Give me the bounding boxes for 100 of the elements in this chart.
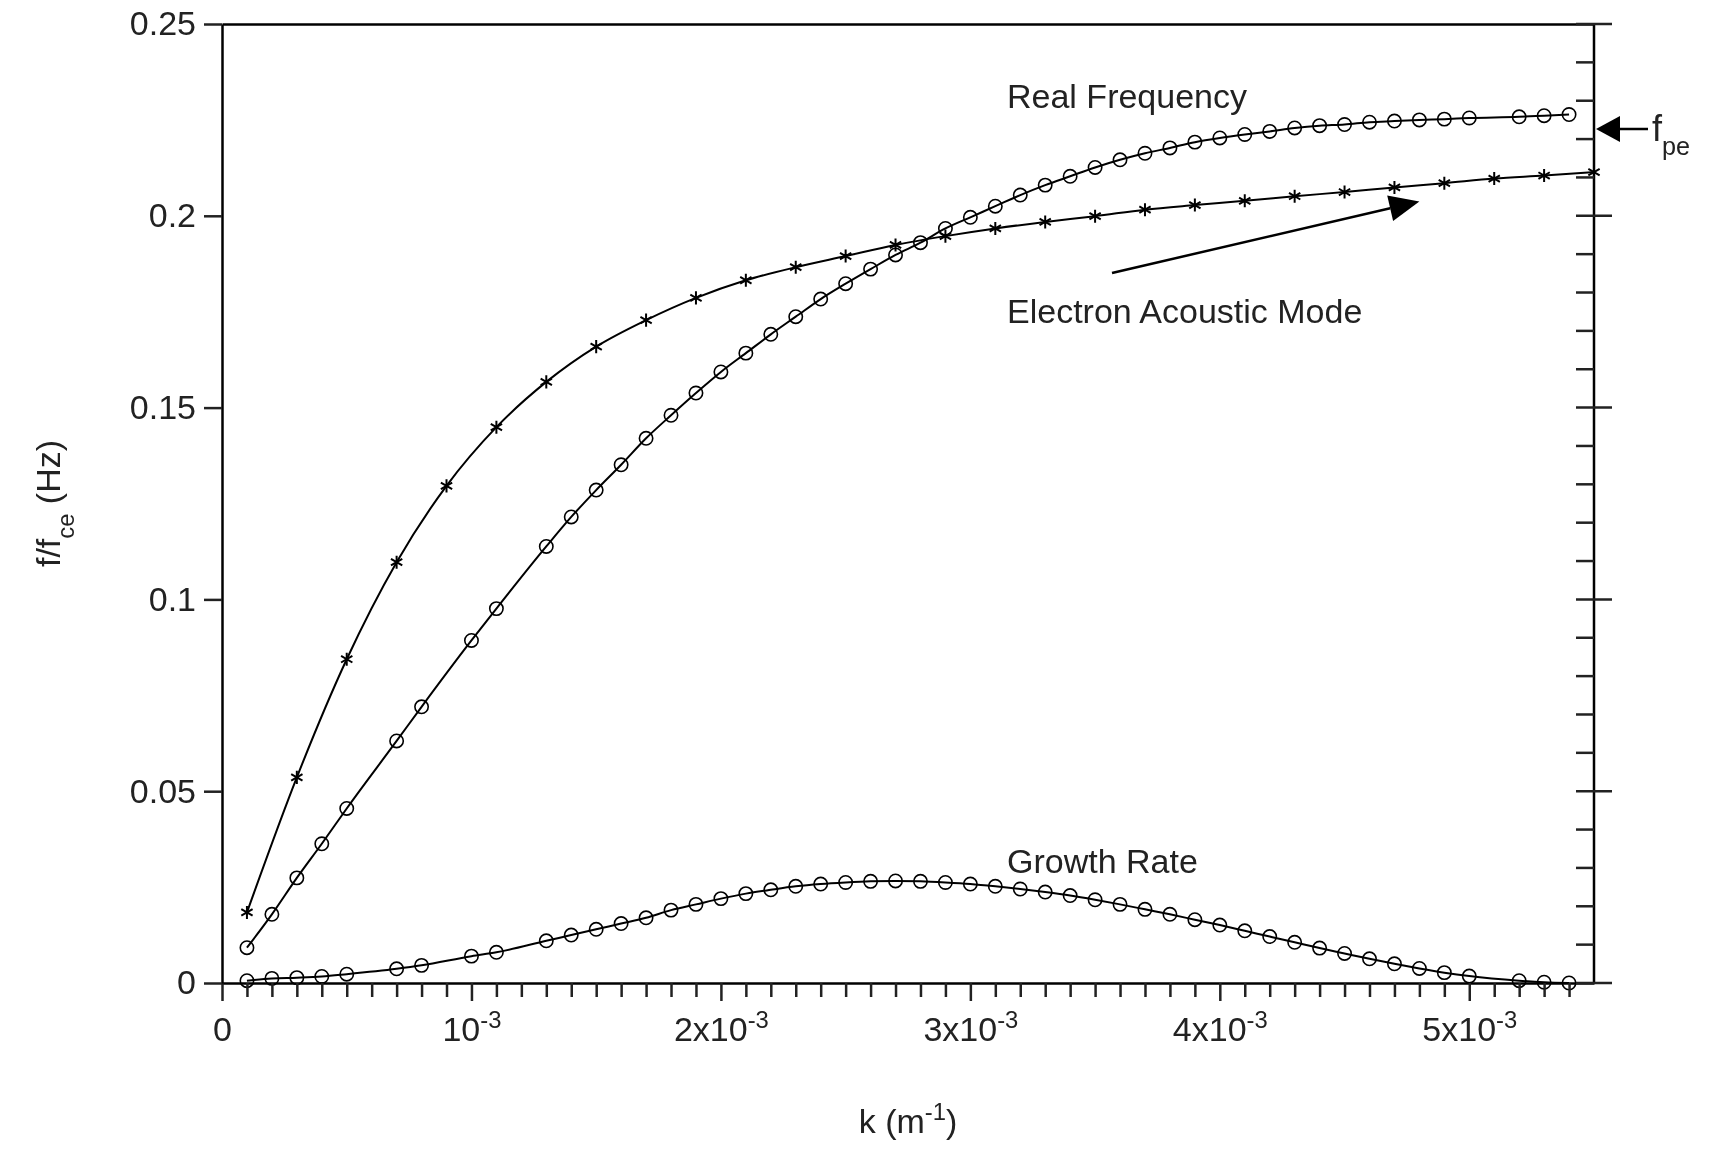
point [838, 875, 854, 890]
point [588, 921, 604, 937]
point [1312, 118, 1328, 134]
y-tick-label: 0.05 [129, 771, 196, 810]
point [1362, 114, 1377, 130]
point [763, 326, 779, 342]
point [888, 873, 903, 889]
point [1461, 110, 1477, 126]
point [488, 601, 504, 617]
point [1312, 940, 1328, 956]
point [888, 237, 903, 253]
point [613, 457, 629, 473]
point [937, 875, 953, 890]
point [739, 272, 753, 288]
point [1436, 111, 1452, 127]
point [1062, 168, 1078, 184]
point [1511, 109, 1527, 125]
point [538, 933, 554, 949]
point [414, 957, 430, 973]
point [389, 554, 404, 570]
point [913, 873, 928, 889]
point [264, 970, 280, 986]
point [863, 873, 879, 889]
point [788, 309, 804, 325]
x-tick-label: 3x10$^{-3}$ [923, 1005, 1019, 1049]
x-axis-title: k (m$^{-1}$) [858, 1097, 958, 1140]
point [738, 886, 754, 902]
point [1087, 160, 1103, 175]
point [1137, 145, 1153, 161]
point [339, 966, 355, 982]
point [1536, 974, 1552, 990]
point [888, 247, 903, 263]
point [613, 916, 629, 931]
point [1087, 892, 1103, 908]
point [1137, 901, 1153, 917]
x-tick-label: 10$^{-3}$ [442, 1005, 502, 1049]
point [414, 699, 430, 715]
point [463, 948, 479, 964]
point [987, 198, 1003, 214]
point [1012, 187, 1028, 203]
point [838, 248, 853, 264]
point [638, 430, 654, 446]
point [239, 940, 255, 956]
point [1112, 152, 1128, 168]
point [863, 261, 879, 277]
point [937, 221, 953, 236]
point [563, 509, 579, 525]
series-label: Growth Rate [1007, 842, 1198, 880]
point [1287, 934, 1303, 950]
point [1561, 975, 1577, 991]
y-tick-label: 0.2 [148, 196, 196, 235]
point [239, 973, 255, 989]
point [1386, 113, 1402, 129]
point [938, 228, 953, 244]
point [1337, 184, 1352, 200]
point [1238, 193, 1252, 209]
point [240, 904, 254, 920]
point [489, 419, 504, 435]
point [638, 910, 654, 926]
x-tick-label: 5x10$^{-3}$ [1422, 1005, 1518, 1049]
point [1237, 923, 1253, 939]
point [1037, 884, 1053, 900]
point [1187, 134, 1203, 150]
point [1138, 202, 1152, 218]
point [289, 870, 305, 886]
point [588, 482, 604, 498]
point [913, 235, 928, 251]
point [1337, 946, 1353, 961]
point [1062, 888, 1078, 903]
point [688, 385, 704, 401]
point [1337, 117, 1353, 132]
point [738, 345, 754, 361]
x-tick-label: 4x10$^{-3}$ [1172, 1005, 1268, 1049]
point [1561, 107, 1577, 122]
point [1362, 951, 1377, 967]
point [988, 220, 1002, 236]
point [1262, 929, 1278, 945]
point [688, 896, 704, 912]
point [663, 902, 679, 918]
point [713, 891, 729, 907]
point [1212, 130, 1228, 146]
point [1162, 140, 1178, 156]
point [538, 539, 554, 554]
point [1537, 167, 1551, 184]
point [1038, 214, 1052, 230]
point [1212, 917, 1228, 933]
point [1436, 965, 1452, 981]
point [389, 961, 405, 977]
point [788, 878, 804, 894]
y-tick-label: 0.15 [129, 387, 196, 426]
point [563, 927, 579, 943]
point [962, 876, 978, 892]
x-tick-label: 2x10$^{-3}$ [673, 1005, 769, 1049]
point [713, 364, 729, 380]
point [789, 259, 803, 275]
point [813, 876, 829, 892]
y-tick-label: 0.25 [129, 4, 196, 43]
point [463, 632, 479, 648]
point [1012, 881, 1028, 897]
point [763, 882, 779, 898]
